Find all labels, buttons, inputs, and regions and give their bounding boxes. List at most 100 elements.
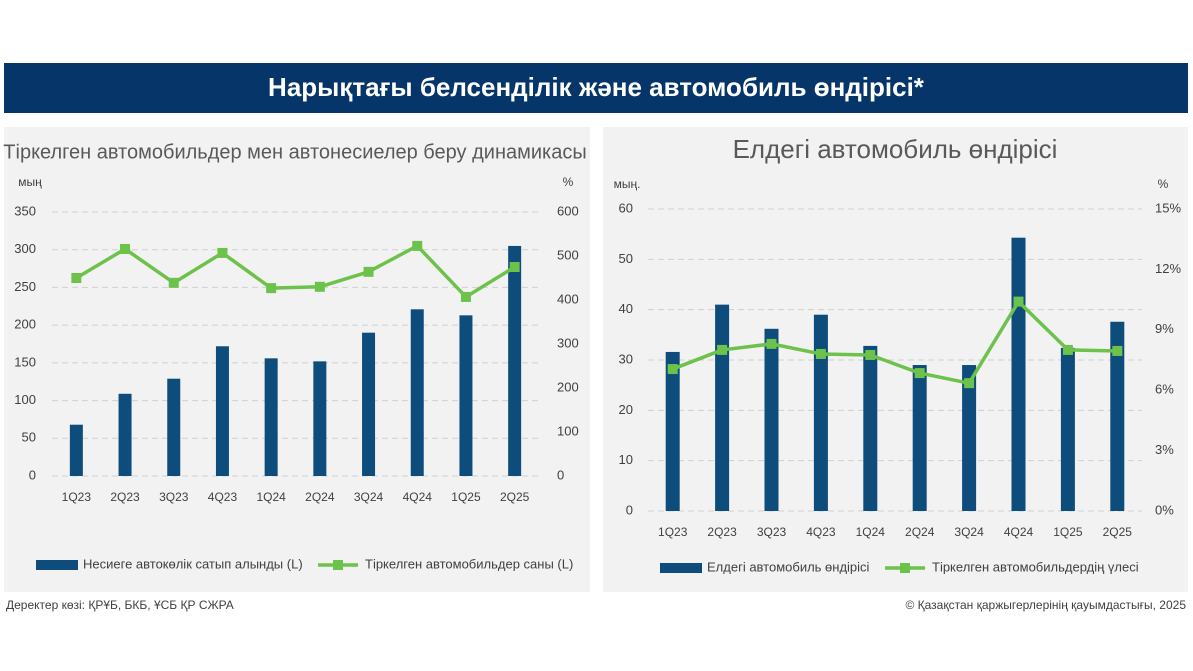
- line-marker: [509, 262, 520, 272]
- x-tick-label: 1Q24: [256, 490, 286, 504]
- y2-tick-label: 400: [557, 291, 579, 306]
- x-tick-label: 3Q23: [159, 490, 189, 504]
- legend-swatch: [660, 563, 702, 573]
- bar: [118, 393, 132, 476]
- line-marker: [120, 243, 131, 254]
- bar: [962, 365, 977, 511]
- x-tick-label: 1Q25: [1053, 525, 1083, 539]
- bar: [863, 345, 878, 511]
- bar: [764, 328, 779, 511]
- bar: [313, 361, 327, 476]
- x-tick-label: 2Q24: [905, 525, 935, 539]
- bar: [813, 314, 828, 511]
- line-marker: [460, 291, 471, 302]
- y-axis-label: мың: [18, 175, 42, 189]
- chart-title: Тіркелген автомобильдер мен автонесиелер…: [3, 141, 586, 163]
- page-title: Нарықтағы белсенділік және автомобиль өн…: [268, 72, 925, 102]
- line: [672, 299, 1118, 385]
- bar: [215, 346, 229, 476]
- line-marker: [71, 273, 82, 283]
- line-marker: [363, 266, 374, 277]
- x-tick-label: 4Q23: [208, 490, 238, 504]
- y2-tick-label: 500: [557, 247, 579, 262]
- bar: [362, 332, 376, 476]
- bar: [665, 351, 680, 511]
- line-marker: [1013, 296, 1024, 307]
- y2-tick-label: 100: [557, 423, 579, 438]
- x-tick-label: 1Q24: [856, 525, 886, 539]
- bar: [508, 245, 522, 476]
- bar: [715, 304, 730, 511]
- line-marker: [1062, 344, 1073, 355]
- x-tick-label: 4Q24: [1004, 525, 1034, 539]
- bar: [1060, 347, 1075, 511]
- bar: [410, 309, 424, 476]
- y-tick-label: 100: [14, 392, 36, 407]
- y-tick-label: 200: [14, 317, 36, 332]
- line-marker: [266, 283, 277, 294]
- y-tick-label: 10: [619, 452, 633, 467]
- y-tick-label: 300: [14, 241, 36, 256]
- bar: [1011, 237, 1026, 511]
- legend-label: Несиеге автокөлік сатып алынды (L): [83, 556, 303, 571]
- y2-tick-label: 0: [557, 467, 564, 482]
- x-tick-label: 3Q24: [954, 525, 984, 539]
- y2-tick-label: 0%: [1155, 502, 1174, 517]
- line-marker: [168, 277, 179, 288]
- bar: [264, 358, 278, 476]
- line-marker: [865, 349, 876, 360]
- y-tick-label: 0: [626, 502, 633, 517]
- x-tick-label: 2Q23: [707, 525, 737, 539]
- line-marker: [412, 240, 423, 251]
- legend-label: Елдегі автомобиль өндірісі: [707, 559, 870, 574]
- x-tick-label: 3Q23: [757, 525, 787, 539]
- y2-axis-label: %: [563, 175, 574, 189]
- y-tick-label: 20: [619, 402, 633, 417]
- y-tick-label: 60: [619, 200, 633, 215]
- legend-swatch: [333, 560, 343, 570]
- legend-swatch: [900, 563, 910, 573]
- bar: [459, 315, 473, 476]
- y2-tick-label: 600: [557, 203, 579, 218]
- y-tick-label: 350: [14, 203, 36, 218]
- y-tick-label: 30: [619, 351, 633, 366]
- y2-axis-label: %: [1158, 177, 1169, 191]
- y-tick-label: 40: [619, 301, 633, 316]
- y2-tick-label: 12%: [1155, 261, 1181, 276]
- source-note: Деректер көзі: ҚРҰБ, БКБ, ҰСБ ҚР СЖРА: [6, 598, 234, 612]
- line-marker: [815, 348, 826, 359]
- x-tick-label: 4Q23: [806, 525, 836, 539]
- y-tick-label: 250: [14, 279, 36, 294]
- y2-tick-label: 6%: [1155, 382, 1174, 397]
- y2-tick-label: 9%: [1155, 321, 1174, 336]
- line-marker: [914, 368, 925, 379]
- legend-label: Тіркелген автомобильдер саны (L): [365, 556, 573, 571]
- panel: [4, 127, 590, 592]
- chart-title: Елдегі автомобиль өндірісі: [733, 134, 1058, 164]
- x-tick-label: 1Q23: [658, 525, 688, 539]
- y2-tick-label: 300: [557, 335, 579, 350]
- x-tick-label: 2Q25: [1103, 525, 1133, 539]
- line-marker: [667, 364, 678, 375]
- line-marker: [964, 378, 975, 389]
- line-marker: [217, 247, 228, 258]
- bar: [69, 424, 83, 476]
- bar: [1110, 321, 1125, 511]
- x-tick-label: 1Q23: [62, 490, 92, 504]
- x-tick-label: 2Q24: [305, 490, 335, 504]
- x-tick-label: 3Q24: [354, 490, 384, 504]
- line-marker: [1112, 345, 1123, 356]
- line-marker: [717, 344, 728, 355]
- y2-tick-label: 3%: [1155, 442, 1174, 457]
- y-tick-label: 150: [14, 354, 36, 369]
- copyright: © Қазақстан қаржыгерлерінің қауымдастығы…: [905, 598, 1186, 612]
- legend-swatch: [36, 560, 78, 570]
- y-tick-label: 50: [22, 430, 36, 445]
- bar: [912, 365, 927, 511]
- bar: [167, 378, 181, 476]
- y-axis-label: мың.: [614, 177, 641, 191]
- legend-label: Тіркелген автомобильдердің үлесі: [932, 559, 1139, 574]
- x-tick-label: 2Q25: [500, 490, 530, 504]
